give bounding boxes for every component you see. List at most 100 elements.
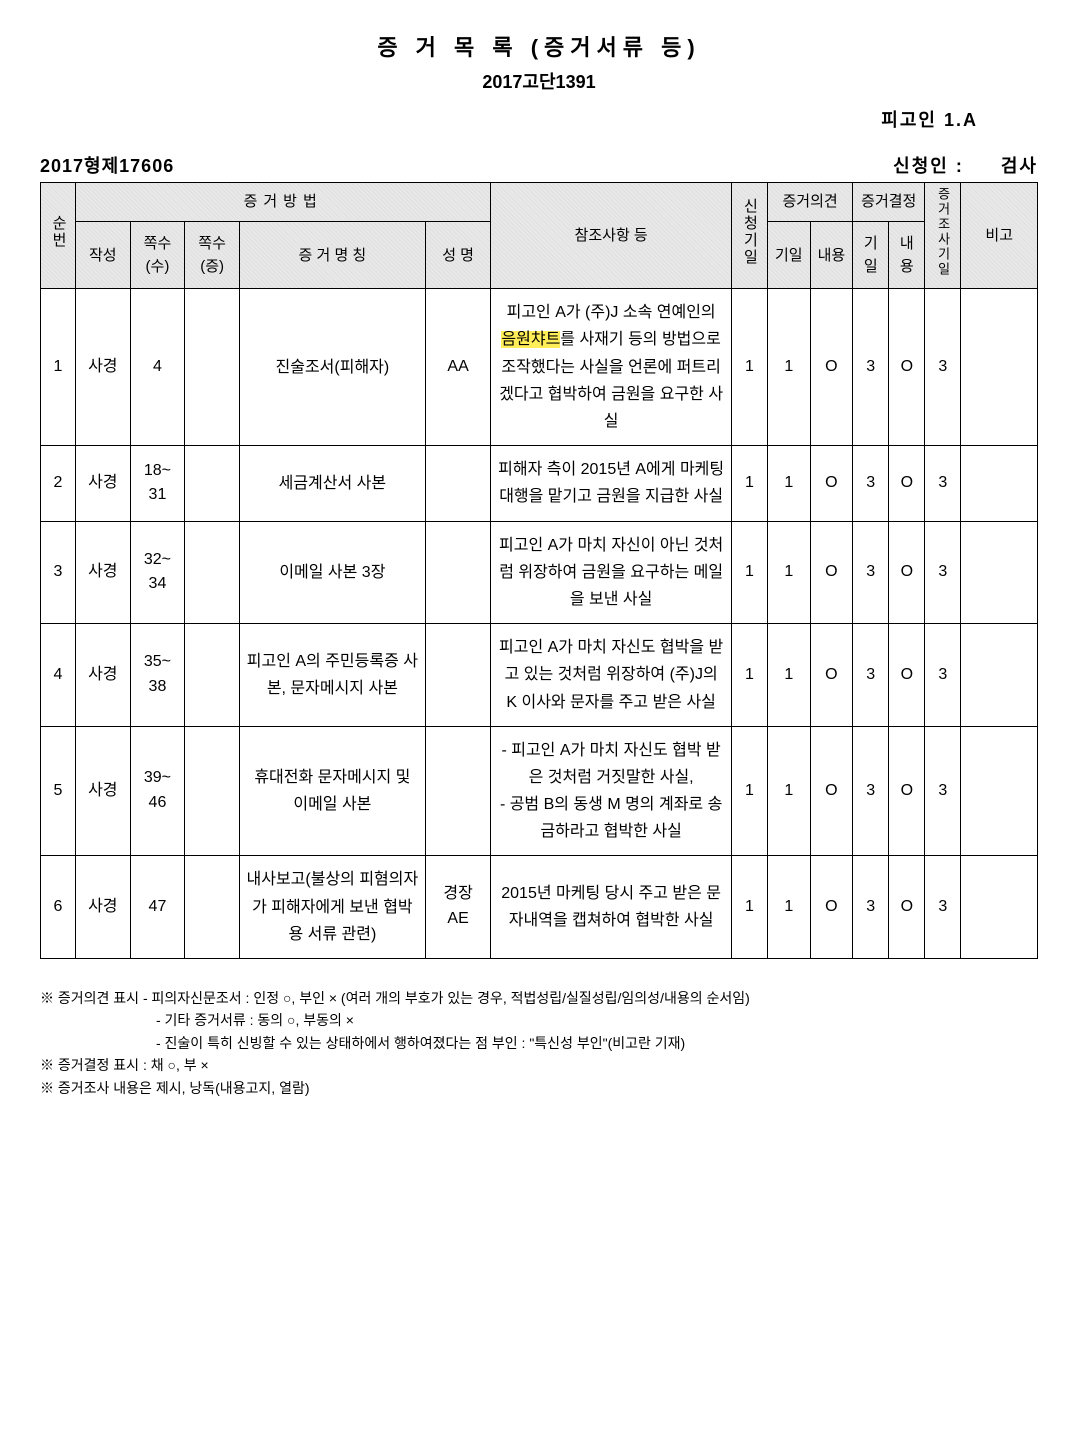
table-row: 4사경35~38 피고인 A의 주민등록증 사본, 문자메시지 사본 피고인 A가 … [41,624,1038,727]
cell-page-jeung [185,624,240,727]
cell-op-date: 1 [767,521,810,624]
th-decision-group: 증거결정 [853,183,925,222]
cell-op-date: 1 [767,624,810,727]
cell-inv-date: 3 [925,726,961,856]
cell-evidence-name: 피고인 A의 주민등록증 사본, 문자메시지 사본 [239,624,425,727]
cell-dec-date: 3 [853,446,889,521]
th-author: 작성 [75,222,130,289]
cell-op-content: O [810,289,853,446]
cell-page-su: 35~38 [130,624,185,727]
page-title: 증 거 목 록 (증거서류 등) [40,30,1038,62]
cell-note [961,289,1038,446]
cell-subject-name [425,446,491,521]
cell-note [961,726,1038,856]
cell-author: 사경 [75,289,130,446]
th-page-su: 쪽수(수) [130,222,185,289]
cell-op-date: 1 [767,289,810,446]
th-opinion-content: 내용 [810,222,853,289]
table-row: 2사경18~31세금계산서 사본피해자 측이 2015년 A에게 마케팅 대행을… [41,446,1038,521]
table-row: 6사경47 내사보고(불상의 피혐의자가 피해자에게 보낸 협박용 서류 관련)경… [41,856,1038,959]
cell-evidence-name: 세금계산서 사본 [239,446,425,521]
cell-page-jeung [185,856,240,959]
cell-page-jeung [185,726,240,856]
cell-dec-date: 3 [853,521,889,624]
th-investigation-date: 증거조사기일 [925,183,961,289]
th-page-jeung: 쪽수(증) [185,222,240,289]
cell-note [961,446,1038,521]
cell-dec-content: O [889,446,925,521]
cell-num: 5 [41,726,76,856]
cell-subject-name [425,624,491,727]
meta-row: 2017형제17606 신청인 : 검사 [40,152,1038,178]
cell-subject-name [425,521,491,624]
th-evidence-name: 증 거 명 칭 [239,222,425,289]
cell-subject-name: AA [425,289,491,446]
cell-page-su: 39~46 [130,726,185,856]
cell-note [961,624,1038,727]
th-opinion-group: 증거의견 [767,183,852,222]
cell-page-su: 18~31 [130,446,185,521]
cell-num: 6 [41,856,76,959]
applicant: 신청인 : 검사 [893,152,1038,178]
footnotes: ※ 증거의견 표시 - 피의자신문조서 : 인정 ○, 부인 × (여러 개의 … [40,987,1038,1099]
cell-page-jeung [185,521,240,624]
cell-reference: - 피고인 A가 마치 자신도 협박 받은 것처럼 거짓말한 사실, - 공범 … [491,726,732,856]
th-decision-date: 기일 [853,222,889,289]
cell-evidence-name: 내사보고(불상의 피혐의자가 피해자에게 보낸 협박용 서류 관련) [239,856,425,959]
table-header: 순번 증거방법 참조사항 등 신청기일 증거의견 증거결정 증거조사기일 비고 … [41,183,1038,289]
th-decision-content: 내용 [889,222,925,289]
cell-inv-date: 3 [925,521,961,624]
cell-inv-date: 3 [925,289,961,446]
cell-author: 사경 [75,856,130,959]
table-body: 1사경4진술조서(피해자)AA피고인 A가 (주)J 소속 연예인의 음원챠트를… [41,289,1038,959]
cell-req-date: 1 [731,521,767,624]
cell-op-date: 1 [767,856,810,959]
table-row: 3사경32~34이메일 사본 3장피고인 A가 마치 자신이 아닌 것처럼 위장… [41,521,1038,624]
cell-req-date: 1 [731,726,767,856]
footnote-line: - 진술이 특히 신빙할 수 있는 상태하에서 행하여졌다는 점 부인 : "특… [40,1032,1038,1054]
cell-num: 1 [41,289,76,446]
cell-reference: 피고인 A가 (주)J 소속 연예인의 음원챠트를 사재기 등의 방법으로 조작… [491,289,732,446]
applicant-label: 신청인 : [893,156,964,176]
cell-num: 3 [41,521,76,624]
cell-inv-date: 3 [925,856,961,959]
table-row: 1사경4진술조서(피해자)AA피고인 A가 (주)J 소속 연예인의 음원챠트를… [41,289,1038,446]
cell-op-content: O [810,726,853,856]
cell-page-jeung [185,289,240,446]
cell-page-su: 32~34 [130,521,185,624]
cell-reference: 피고인 A가 마치 자신이 아닌 것처럼 위장하여 금원을 요구하는 메일을 보… [491,521,732,624]
cell-reference: 2015년 마케팅 당시 주고 받은 문자내역을 캡쳐하여 협박한 사실 [491,856,732,959]
cell-req-date: 1 [731,856,767,959]
cell-evidence-name: 이메일 사본 3장 [239,521,425,624]
cell-page-su: 47 [130,856,185,959]
th-request-date: 신청기일 [731,183,767,289]
th-subject-name: 성 명 [425,222,491,289]
cell-author: 사경 [75,521,130,624]
cell-op-date: 1 [767,726,810,856]
cell-author: 사경 [75,624,130,727]
cell-dec-date: 3 [853,726,889,856]
cell-reference: 피고인 A가 마치 자신도 협박을 받고 있는 것처럼 위장하여 (주)J의 K… [491,624,732,727]
footnote-line: ※ 증거의견 표시 - 피의자신문조서 : 인정 ○, 부인 × (여러 개의 … [40,987,1038,1009]
cell-op-content: O [810,856,853,959]
cell-dec-date: 3 [853,289,889,446]
cell-author: 사경 [75,726,130,856]
cell-req-date: 1 [731,624,767,727]
cell-author: 사경 [75,446,130,521]
cell-dec-content: O [889,856,925,959]
cell-num: 4 [41,624,76,727]
table-row: 5사경39~46 휴대전화 문자메시지 및 이메일 사본 - 피고인 A가 마치 자… [41,726,1038,856]
case-number: 2017고단1391 [40,68,1038,94]
cell-reference: 피해자 측이 2015년 A에게 마케팅 대행을 맡기고 금원을 지급한 사실 [491,446,732,521]
evidence-table: 순번 증거방법 참조사항 등 신청기일 증거의견 증거결정 증거조사기일 비고 … [40,182,1038,959]
cell-subject-name: 경장AE [425,856,491,959]
cell-evidence-name: 휴대전화 문자메시지 및 이메일 사본 [239,726,425,856]
cell-dec-content: O [889,624,925,727]
cell-page-jeung [185,446,240,521]
cell-dec-content: O [889,726,925,856]
cell-op-content: O [810,521,853,624]
th-reference: 참조사항 등 [491,183,732,289]
cell-dec-content: O [889,289,925,446]
applicant-role: 검사 [1001,156,1038,176]
cell-req-date: 1 [731,446,767,521]
